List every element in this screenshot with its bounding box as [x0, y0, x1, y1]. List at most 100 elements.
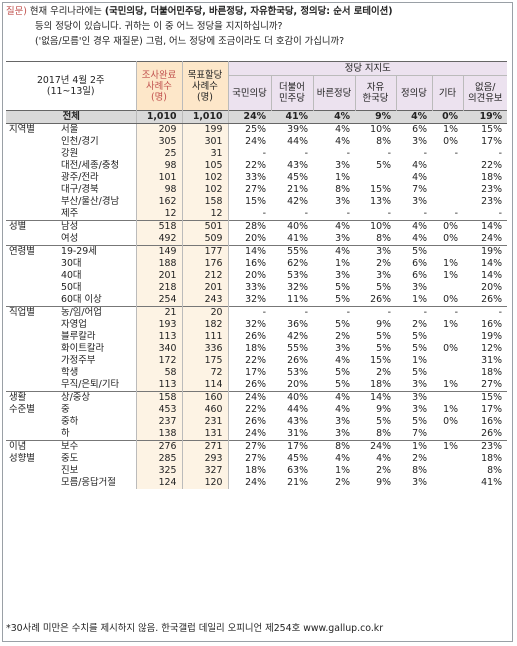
support-value — [432, 465, 463, 477]
row-group: 지역별 — [6, 123, 60, 136]
support-value — [432, 282, 463, 294]
support-value: 55% — [287, 343, 308, 354]
support-value: 1% — [412, 355, 427, 366]
support-value: 18% — [227, 465, 271, 477]
support-value: 4% — [313, 110, 355, 124]
support-value: 32% — [227, 294, 271, 307]
table-row: 성향별 중도 285 293 27% 45% 4% 4% 2% 18% — [6, 453, 507, 465]
target-count: 175 — [181, 355, 228, 367]
support-value: 4% — [313, 391, 355, 404]
target-count: 271 — [181, 440, 228, 453]
support-value: 1% — [412, 294, 427, 305]
support-value: 7% — [412, 428, 427, 439]
support-value: 27% — [227, 184, 271, 196]
target-count: 336 — [181, 343, 228, 355]
row-label: 여성 — [61, 233, 79, 244]
sample-count: 453 — [135, 404, 182, 416]
support-value: 1% — [432, 440, 463, 453]
support-value: 3% — [335, 428, 350, 439]
support-value: 18% — [481, 367, 503, 378]
support-value: 5% — [335, 367, 350, 378]
support-value: 19% — [481, 331, 503, 342]
support-value: 1% — [335, 258, 350, 269]
row-group — [6, 319, 60, 331]
support-value: 1% — [443, 379, 458, 390]
row-label: 19-29세 — [60, 245, 136, 258]
target-count: 176 — [181, 258, 228, 270]
support-value: 0% — [443, 233, 458, 244]
sample-count: 98 — [135, 160, 182, 172]
support-value: 20% — [227, 270, 271, 282]
support-value: 62% — [287, 258, 308, 269]
support-value: 36% — [287, 319, 308, 330]
support-value: 19% — [463, 110, 508, 124]
support-value: 33% — [227, 172, 271, 184]
support-value: 27% — [227, 453, 271, 465]
support-value: 21% — [287, 477, 308, 488]
support-value: 33% — [227, 282, 271, 294]
support-value: 5% — [335, 379, 350, 390]
support-value: 42% — [287, 331, 308, 342]
support-value: - — [346, 208, 350, 219]
row-group — [6, 196, 60, 208]
support-value: 24% — [227, 391, 271, 404]
support-value: 18% — [370, 379, 391, 390]
row-group — [6, 428, 60, 441]
sample-count: 518 — [135, 220, 182, 233]
target-count: 131 — [181, 428, 228, 441]
support-value: 1% — [432, 123, 463, 136]
target-count: 327 — [181, 465, 228, 477]
support-value: 5% — [412, 416, 427, 427]
support-value: 4% — [396, 110, 432, 124]
support-value: 13% — [370, 196, 391, 207]
support-value: - — [387, 208, 391, 219]
row-group — [6, 208, 60, 221]
row-group: 생활 — [6, 391, 60, 404]
target-count: 177 — [181, 245, 228, 258]
support-value: 2% — [376, 367, 391, 378]
support-value: - — [396, 306, 432, 319]
sample-count: 25 — [135, 148, 182, 160]
support-value: 2% — [335, 331, 350, 342]
row-label: 가정주부 — [61, 355, 96, 366]
support-value: 1% — [443, 404, 458, 415]
table-row: 인천/경기 305 301 24% 44% 4% 8% 3% 0% 17% — [6, 136, 507, 148]
target-count: 20 — [181, 306, 228, 319]
row-group — [6, 258, 60, 270]
support-value: 14% — [463, 220, 508, 233]
support-value — [432, 355, 463, 367]
support-value: 24% — [481, 233, 503, 244]
support-value: 11% — [287, 294, 308, 305]
support-value: 15% — [227, 196, 271, 208]
support-value: 5% — [335, 282, 350, 293]
row-group: 성향별 — [9, 453, 35, 464]
support-value: - — [498, 208, 503, 219]
support-value: 14% — [481, 258, 503, 269]
row-group — [6, 172, 60, 184]
support-value: 4% — [335, 136, 350, 147]
sample-count: 285 — [135, 453, 182, 465]
row-label: 중하 — [61, 416, 79, 427]
support-value: - — [271, 306, 313, 319]
support-value: 5% — [376, 416, 391, 427]
row-label: 대전/세종/충청 — [61, 160, 120, 171]
support-value: 0% — [443, 343, 458, 354]
support-value: 43% — [287, 416, 308, 427]
table-row: 전체 1,010 1,010 24% 41% 4% 9% 4% 0% 19% — [6, 110, 508, 124]
support-value: 22% — [227, 404, 271, 416]
support-value: 1% — [443, 319, 458, 330]
support-value: 53% — [287, 270, 308, 281]
row-group — [6, 294, 60, 307]
support-value — [432, 477, 463, 489]
support-value: 17% — [227, 367, 271, 379]
row-group — [6, 367, 60, 379]
row-group — [6, 270, 60, 282]
support-value: 22% — [227, 355, 271, 367]
header-sample-count: 조사완료 사례수 (명) — [136, 61, 183, 111]
support-value: 23% — [481, 196, 503, 207]
target-count: 501 — [181, 220, 228, 233]
sample-count: 209 — [135, 123, 182, 136]
support-value: 3% — [355, 245, 396, 258]
support-value: 20% — [287, 379, 308, 390]
table-row: 생활 상/중상 158 160 24% 40% 4% 14% 3% 15% — [6, 391, 508, 404]
